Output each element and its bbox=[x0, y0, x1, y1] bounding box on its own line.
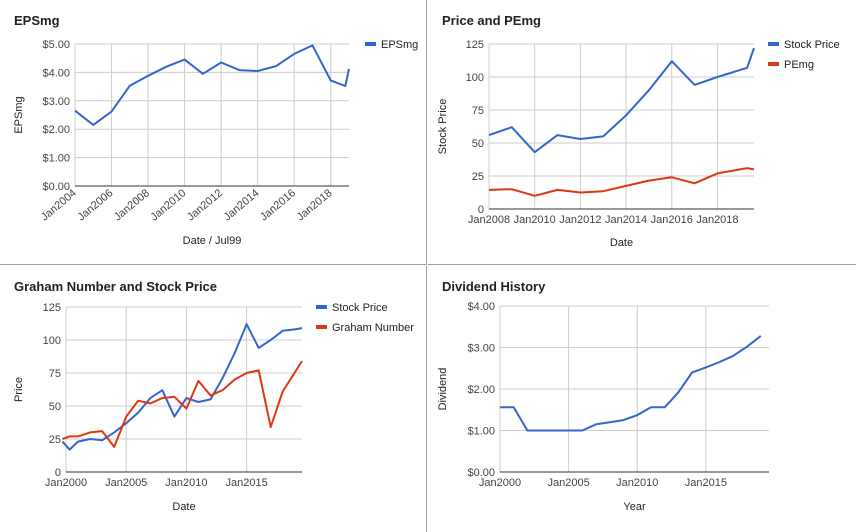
series-line-graham-number bbox=[62, 360, 303, 448]
y-tick-label: 50 bbox=[472, 138, 484, 150]
x-tick-label: Jan2010 bbox=[514, 214, 556, 226]
x-tick-label: Jan2010 bbox=[148, 187, 188, 223]
y-axis-title: Price bbox=[13, 377, 25, 402]
series-line-pemg bbox=[488, 167, 755, 197]
x-tick-label: Jan2010 bbox=[616, 477, 658, 489]
y-axis-title: Stock Price bbox=[437, 99, 449, 155]
dividend-history-chart-panel: Dividend History $0.00 $1.00 $2.00 $3.00 $4.… bbox=[428, 266, 856, 532]
legend-swatch bbox=[768, 62, 779, 66]
legend-label: Stock Price bbox=[784, 39, 840, 51]
y-tick-label: $0.00 bbox=[467, 467, 495, 479]
x-tick-label: Jan2015 bbox=[226, 477, 268, 489]
legend-swatch bbox=[365, 42, 376, 46]
legend-swatch bbox=[316, 325, 327, 329]
legend-label: Graham Number bbox=[332, 322, 414, 334]
x-axis-title: Date / Jul99 bbox=[183, 235, 242, 247]
y-tick-label: 75 bbox=[49, 368, 61, 380]
x-tick-label: Jan2016 bbox=[651, 214, 693, 226]
legend-label: EPSmg bbox=[381, 39, 418, 51]
y-axis-title: Dividend bbox=[437, 368, 449, 411]
chart-title: Dividend History bbox=[442, 279, 546, 294]
epsmg-chart-panel: EPSmg $0.00 $1.00 $2.00 $3.00 $4.00 $5.00 Jan2… bbox=[0, 0, 427, 265]
y-tick-label: 125 bbox=[466, 39, 484, 51]
y-tick-label: $3.00 bbox=[467, 343, 495, 355]
graham-number-chart-panel: Graham Number and Stock Price 0 25 50 75 100… bbox=[0, 266, 427, 532]
y-tick-label: 125 bbox=[43, 302, 61, 314]
x-axis-title: Date bbox=[610, 237, 633, 249]
y-tick-label: $0.00 bbox=[42, 181, 70, 193]
y-tick-label: $1.00 bbox=[467, 426, 495, 438]
dividend-history-chart: $0.00 $1.00 $2.00 $3.00 $4.00 Jan2000 Jan2005 J… bbox=[437, 301, 769, 513]
y-tick-label: $2.00 bbox=[42, 124, 70, 136]
y-tick-label: 50 bbox=[49, 401, 61, 413]
x-tick-label: Jan2016 bbox=[258, 187, 298, 223]
x-tick-label: Jan2012 bbox=[559, 214, 601, 226]
chart-title: Graham Number and Stock Price bbox=[14, 279, 218, 294]
y-tick-label: 100 bbox=[466, 72, 484, 84]
x-tick-label: Jan2015 bbox=[685, 477, 727, 489]
x-tick-label: Jan2000 bbox=[45, 477, 87, 489]
x-tick-label: Jan2005 bbox=[548, 477, 590, 489]
x-tick-label: Jan2005 bbox=[105, 477, 147, 489]
legend-swatch bbox=[768, 42, 779, 46]
series-line-stock-price bbox=[61, 323, 303, 451]
y-tick-label: $5.00 bbox=[42, 39, 70, 51]
x-tick-label: Jan2008 bbox=[468, 214, 510, 226]
series-line-dividend bbox=[500, 335, 762, 432]
x-tick-label: Jan2014 bbox=[605, 214, 647, 226]
x-tick-label: Jan2006 bbox=[75, 187, 115, 223]
x-tick-label: Jan2018 bbox=[696, 214, 738, 226]
x-tick-label: Jan2000 bbox=[479, 477, 521, 489]
legend-swatch bbox=[316, 305, 327, 309]
x-axis-title: Date bbox=[172, 501, 195, 513]
y-tick-label: $1.00 bbox=[42, 153, 70, 165]
y-tick-label: $4.00 bbox=[42, 67, 70, 79]
graham-number-chart: 0 25 50 75 100 125 Jan2000 Jan2005 Jan2010 Jan201… bbox=[13, 302, 414, 513]
y-tick-label: $2.00 bbox=[467, 384, 495, 396]
legend-label: Stock Price bbox=[332, 302, 388, 314]
legend-label: PEmg bbox=[784, 59, 814, 71]
epsmg-chart: $0.00$1.00$2.00$3.00$4.00$5.00Jan2004Jan… bbox=[13, 39, 418, 247]
series-line-stock-price bbox=[488, 47, 755, 154]
y-tick-label: 100 bbox=[43, 335, 61, 347]
x-tick-label: Jan2012 bbox=[185, 187, 225, 223]
x-tick-label: Jan2010 bbox=[165, 477, 207, 489]
y-tick-label: $3.00 bbox=[42, 96, 70, 108]
y-tick-label: 0 bbox=[478, 204, 484, 216]
y-tick-label: $4.00 bbox=[467, 301, 495, 313]
chart-title: EPSmg bbox=[14, 13, 60, 28]
price-pemg-chart: 0 25 50 75 100 125 Jan2008 Jan2010 Jan2012 Jan201… bbox=[437, 39, 840, 249]
y-tick-label: 25 bbox=[49, 434, 61, 446]
x-tick-label: Jan2018 bbox=[295, 187, 335, 223]
x-axis-title: Year bbox=[623, 501, 646, 513]
series-line-epsmg bbox=[74, 44, 350, 126]
y-tick-label: 25 bbox=[472, 171, 484, 183]
chart-title: Price and PEmg bbox=[442, 13, 541, 28]
y-tick-label: 0 bbox=[55, 467, 61, 479]
y-axis-title: EPSmg bbox=[13, 96, 25, 133]
y-tick-label: 75 bbox=[472, 105, 484, 117]
x-tick-label: Jan2014 bbox=[222, 187, 262, 223]
x-tick-label: Jan2008 bbox=[112, 187, 152, 223]
price-pemg-chart-panel: Price and PEmg 0 25 50 75 100 125 Jan2008 Jan20… bbox=[428, 0, 856, 265]
